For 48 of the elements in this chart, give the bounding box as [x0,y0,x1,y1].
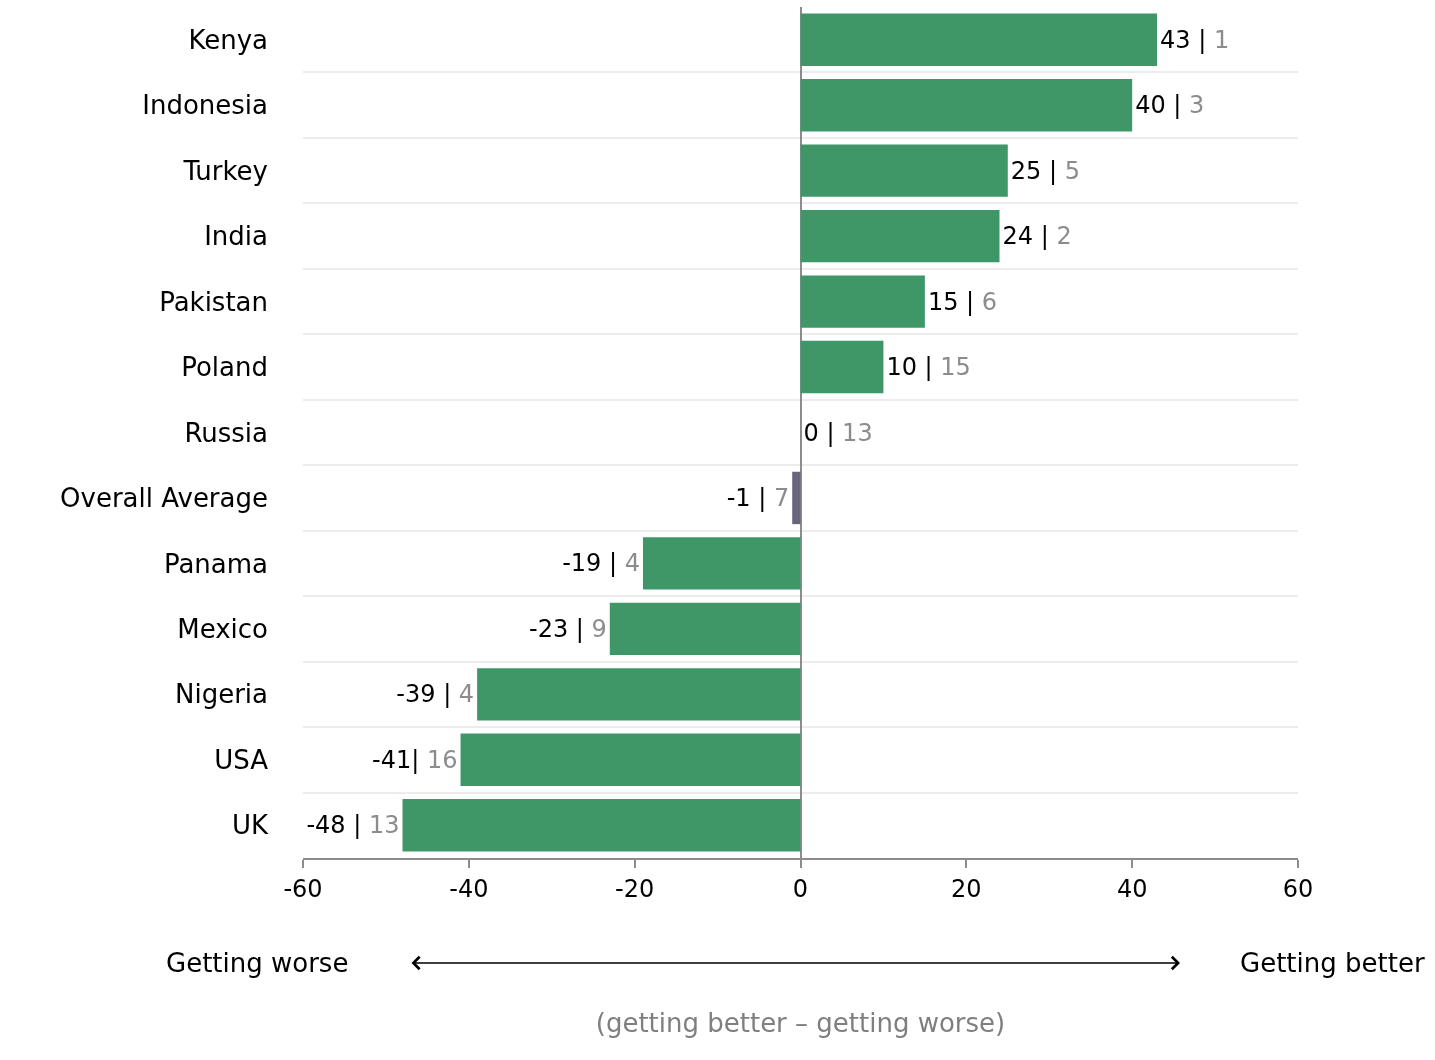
bar [800,79,1133,132]
bar [609,602,801,656]
data-label: -1 | 7 [726,483,790,512]
bar [800,209,1000,263]
y-tick-label: Overall Average [60,483,268,514]
x-tick-label: 40 [1116,874,1148,903]
data-label: 10 | 15 [886,353,971,382]
y-tick-label: Pakistan [159,286,268,317]
x-tick-label: -20 [615,874,655,903]
bar [477,668,801,721]
data-label: 15 | 6 [927,287,998,316]
bar [460,733,801,786]
bar [800,13,1158,66]
y-tick-label: India [204,221,268,252]
bar [792,471,801,525]
y-tick-label: UK [231,810,269,841]
bar [800,275,925,328]
x-axis-title: (getting better – getting worse) [595,1007,1006,1038]
data-label: 43 | 1 [1160,25,1230,54]
y-tick-label: Poland [181,352,268,383]
x-tick-label: -40 [449,874,489,903]
x-tick-label: 20 [951,874,982,903]
data-label: -39 | 4 [396,680,475,709]
x-tick-label: 60 [1282,874,1314,903]
y-tick-label: Nigeria [174,679,268,710]
y-tick-label: Russia [184,417,268,448]
bar [800,340,884,394]
data-label: -19 | 4 [562,549,640,578]
y-tick-label: Turkey [182,155,268,186]
y-tick-label: Indonesia [142,90,268,121]
y-tick-label: Mexico [177,613,268,644]
data-label: -41| 16 [372,745,458,774]
text: Getting better [1240,948,1425,978]
data-label: 24 | 2 [1002,222,1072,251]
y-tick-label: Kenya [188,24,268,55]
bar [642,537,801,590]
data-label: 40 | 3 [1135,91,1205,120]
bar [800,144,1008,197]
text: Getting worse [166,948,349,978]
data-label: 25 | 5 [1010,156,1080,185]
data-label: -23 | 9 [528,614,607,643]
data-label: 0 | 13 [803,418,873,447]
bar [402,799,801,852]
data-label: -48 | 13 [306,811,400,840]
x-tick-label: 0 [792,874,809,903]
y-tick-label: Panama [163,548,268,579]
y-tick-label: USA [214,744,269,775]
x-tick-label: -60 [283,874,323,903]
